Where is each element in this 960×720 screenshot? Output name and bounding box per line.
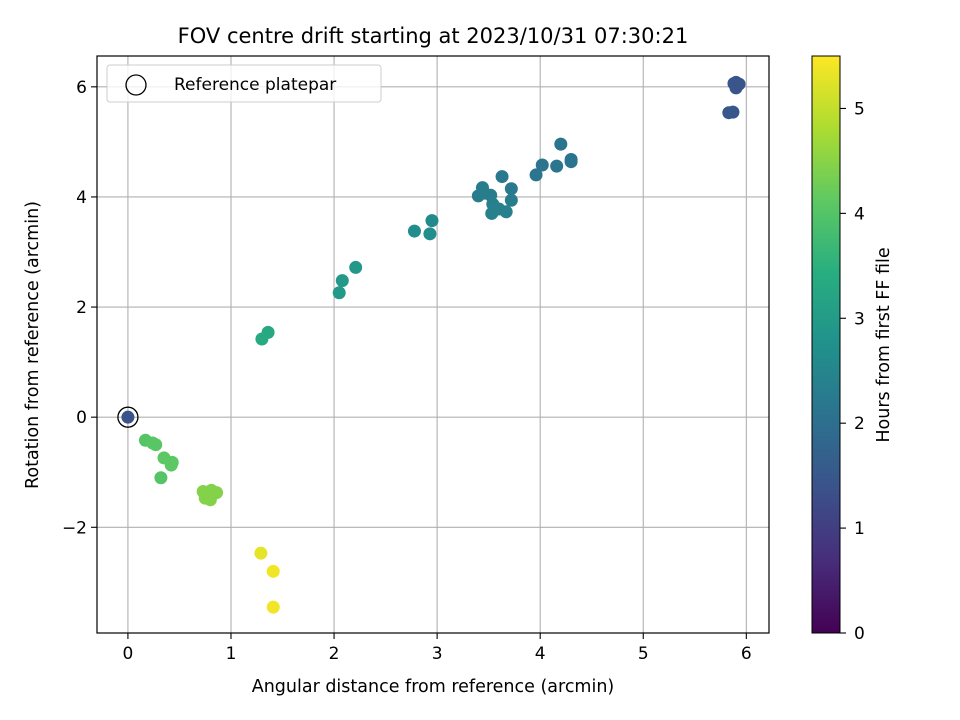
data-point <box>529 168 543 182</box>
data-point <box>485 206 499 220</box>
y-tick-label: −2 <box>62 518 87 538</box>
colorbar: 0 1 2 3 4 5 Hours from first FF file <box>811 55 894 644</box>
x-tick-label: 2 <box>329 644 340 664</box>
data-point <box>164 458 178 472</box>
y-axis-ticks: −2 0 2 4 6 <box>62 78 97 538</box>
x-tick-label: 5 <box>638 644 649 664</box>
data-point <box>203 493 217 507</box>
legend-label: Reference platepar <box>174 75 336 95</box>
data-point <box>550 159 564 173</box>
y-tick-label: 2 <box>76 298 87 318</box>
data-point <box>149 438 163 452</box>
y-tick-label: 0 <box>76 408 87 428</box>
legend[interactable]: Reference platepar <box>106 64 382 103</box>
x-tick-label: 3 <box>432 644 443 664</box>
x-tick-label: 6 <box>741 644 752 664</box>
reference-marker <box>117 406 139 428</box>
data-point <box>154 471 168 485</box>
x-tick-label: 4 <box>535 644 546 664</box>
grid <box>97 56 769 633</box>
y-tick-label: 6 <box>76 78 87 98</box>
data-point <box>266 600 280 614</box>
data-point <box>425 214 439 228</box>
x-axis-ticks: 0 1 2 3 4 5 6 <box>123 633 752 664</box>
colorbar-tick-label: 4 <box>854 204 865 224</box>
colorbar-tick-label: 5 <box>854 99 865 119</box>
colorbar-tick-label: 0 <box>854 624 865 644</box>
data-point <box>254 546 268 560</box>
data-point <box>535 158 549 172</box>
reference-platepar-marker <box>117 406 139 428</box>
colorbar-tick-label: 3 <box>854 309 865 329</box>
colorbar-ticks: 0 1 2 3 4 5 <box>840 99 865 644</box>
colorbar-gradient <box>811 55 841 634</box>
data-point <box>564 155 578 169</box>
data-point <box>255 332 269 346</box>
data-point <box>495 170 509 184</box>
data-point <box>423 227 437 241</box>
data-point <box>499 205 513 219</box>
y-tick-label: 4 <box>76 188 87 208</box>
data-point <box>121 410 135 424</box>
plot-frame <box>96 55 770 634</box>
x-axis-label: Angular distance from reference (arcmin) <box>252 677 615 697</box>
data-point <box>727 77 741 91</box>
x-tick-label: 1 <box>226 644 237 664</box>
legend-box <box>106 64 382 103</box>
scatter-points <box>121 75 746 614</box>
data-point <box>504 182 518 196</box>
legend-marker-icon <box>125 74 147 96</box>
data-point <box>504 193 518 207</box>
data-point <box>332 286 346 300</box>
data-point <box>335 274 349 288</box>
data-point <box>554 137 568 151</box>
data-point <box>407 224 421 238</box>
data-point <box>349 260 363 274</box>
data-point <box>726 105 740 119</box>
x-tick-label: 0 <box>123 644 134 664</box>
y-axis-label: Rotation from reference (arcmin) <box>23 201 43 489</box>
chart-title: FOV centre drift starting at 2023/10/31 … <box>178 24 689 48</box>
data-point <box>266 564 280 578</box>
colorbar-label: Hours from first FF file <box>874 247 894 442</box>
colorbar-tick-label: 2 <box>854 414 865 434</box>
colorbar-tick-label: 1 <box>854 519 865 539</box>
